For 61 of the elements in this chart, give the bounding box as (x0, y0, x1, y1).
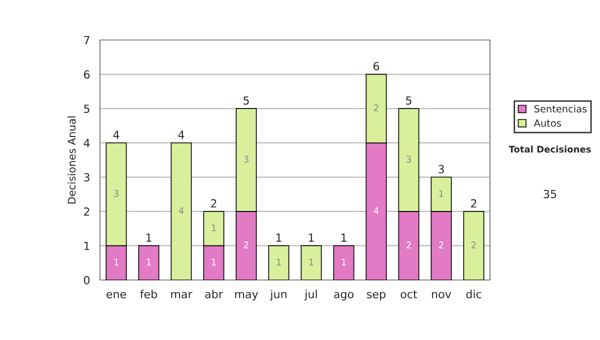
data-label: 1 (276, 258, 281, 266)
x-tick-label: ene (106, 292, 126, 298)
legend-label: Sentencias (534, 104, 587, 112)
data-label: 4 (374, 207, 379, 214)
total-label: 3 (438, 164, 444, 174)
x-tick-label: abr (205, 290, 223, 298)
x-tick-label: ago (334, 292, 354, 300)
data-label: 1 (212, 224, 216, 232)
data-label: 2 (472, 242, 476, 248)
bar (170, 142, 192, 280)
bar (268, 245, 290, 280)
x-tick-label: nov (432, 292, 452, 298)
total-label: 6 (373, 62, 380, 70)
y-tick-label: 1 (84, 242, 90, 250)
data-label: 1 (212, 258, 216, 266)
text: Total Decisiones (508, 146, 591, 153)
data-label: 2 (244, 242, 248, 248)
data-label: 4 (178, 207, 184, 214)
bar (333, 245, 354, 280)
total-label: 5 (244, 96, 249, 105)
x-tick-label: sep (367, 292, 386, 300)
bar (300, 245, 322, 280)
total-label: 5 (406, 96, 412, 105)
data-label: 2 (439, 242, 444, 248)
legend-label: Autos (534, 120, 561, 127)
y-tick-label: 4 (84, 138, 90, 148)
y-tick-label: 0 (84, 276, 90, 284)
data-label: 3 (244, 156, 248, 163)
y-tick-label: 3 (84, 173, 90, 182)
total-label: 2 (211, 199, 216, 208)
data-label: 1 (342, 258, 346, 266)
text: 35 (544, 190, 556, 198)
data-label: 2 (374, 104, 378, 112)
bar (463, 211, 484, 280)
x-tick-label: feb (140, 290, 158, 298)
data-label: 3 (406, 156, 411, 163)
x-tick-label: jun (270, 290, 286, 300)
y-tick-label: 7 (84, 36, 90, 44)
x-tick-label: jul (304, 290, 317, 300)
x-tick-label: oct (400, 290, 418, 298)
data-label: 1 (439, 190, 444, 197)
y-tick-label: 5 (84, 104, 90, 113)
total-label: 1 (308, 234, 314, 242)
total-label: 1 (341, 234, 346, 242)
y-axis-title: Decisiones Anual (68, 116, 76, 204)
data-label: 3 (114, 190, 118, 197)
bar (138, 245, 160, 280)
total-label: 2 (471, 199, 476, 208)
total-label: 1 (276, 234, 282, 242)
data-label: 2 (406, 242, 411, 248)
data-label: 1 (146, 258, 151, 266)
x-tick-label: mar (171, 292, 192, 298)
y-tick-label: 6 (84, 70, 90, 79)
total-label: 1 (146, 234, 152, 242)
x-tick-label: dic (466, 290, 482, 298)
x-tick-label: may (235, 292, 258, 300)
data-label: 1 (114, 258, 118, 266)
total-label: 4 (113, 130, 120, 139)
data-label: 1 (309, 258, 314, 266)
y-tick-label: 2 (84, 207, 90, 216)
total-label: 4 (178, 130, 184, 139)
